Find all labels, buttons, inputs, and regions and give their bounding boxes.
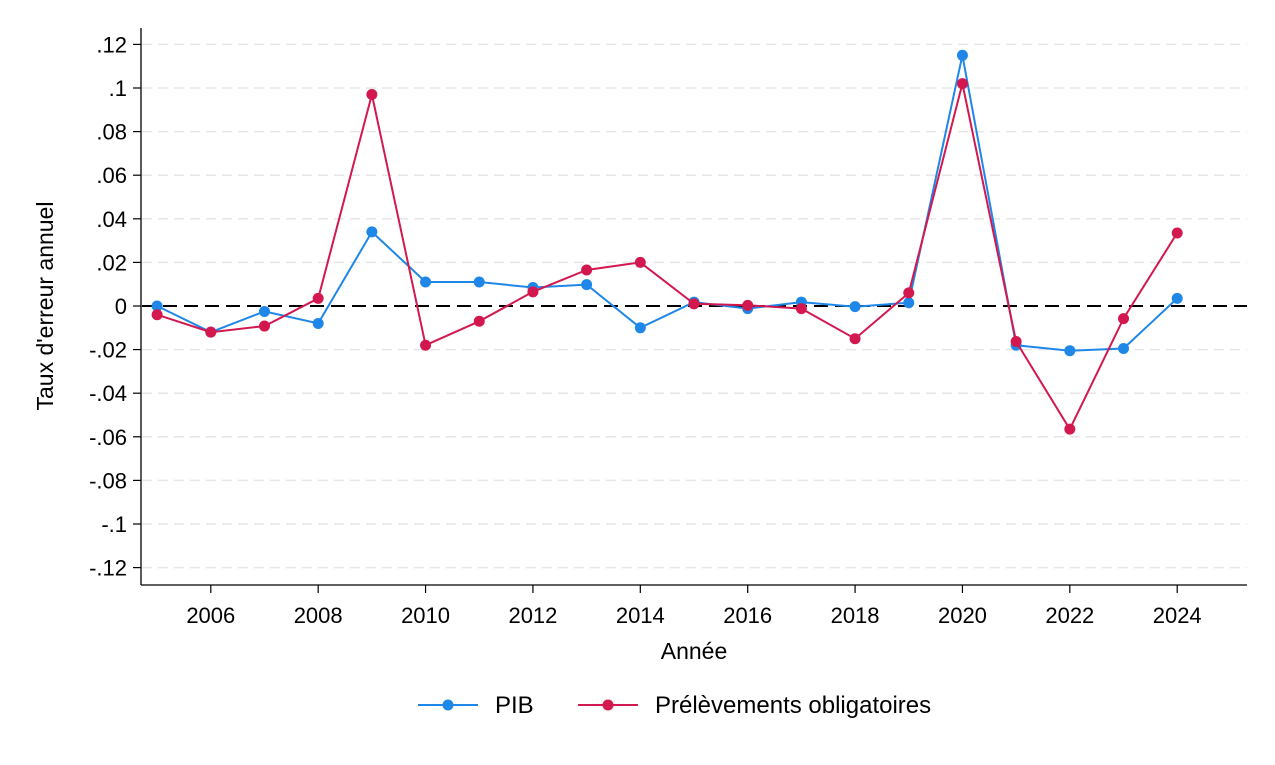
data-point: [956, 78, 968, 90]
data-point: [151, 300, 163, 312]
x-tick-label: 2010: [401, 603, 450, 628]
data-point: [1010, 336, 1022, 348]
data-point: [1171, 227, 1183, 239]
data-point: [1171, 292, 1183, 304]
y-tick-label: -.1: [101, 512, 127, 537]
series-line-1: [156, 83, 1179, 432]
x-tick-label: 2006: [186, 603, 235, 628]
data-point: [1064, 345, 1076, 357]
data-point: [688, 298, 700, 310]
y-tick-label: .12: [96, 32, 127, 57]
data-point: [473, 276, 485, 288]
data-point: [795, 303, 807, 315]
y-axis-ticks: .12 .1 .08 .06 .04 .02 0 -.02 -.04 -.06 -.08 -.1 -.1…: [89, 32, 141, 581]
x-tick-label: 2016: [723, 603, 772, 628]
x-axis-title: Année: [661, 638, 728, 664]
series: [151, 49, 1183, 435]
data-point: [312, 317, 324, 329]
y-tick-label: .02: [96, 250, 127, 275]
x-tick-label: 2024: [1153, 603, 1202, 628]
y-tick-label: -.02: [89, 338, 127, 363]
data-point: [634, 256, 646, 268]
data-point: [634, 322, 646, 334]
data-point: [473, 315, 485, 327]
x-tick-label: 2022: [1045, 603, 1094, 628]
legend-marker-pib: [442, 699, 454, 711]
x-tick-label: 2008: [294, 603, 343, 628]
data-point: [742, 299, 754, 311]
data-point: [1064, 423, 1076, 435]
legend-label-prelevements: Prélèvements obligatoires: [655, 692, 931, 719]
legend-marker-prelevements: [602, 699, 614, 711]
data-point: [581, 264, 593, 276]
data-point: [527, 286, 539, 298]
data-point: [366, 89, 378, 101]
y-tick-label: -.04: [89, 381, 127, 406]
legend-item-prelevements: Prélèvements obligatoires: [578, 692, 931, 719]
y-axis-title: Taux d'erreur annuel: [32, 202, 58, 411]
y-tick-label: .04: [96, 207, 127, 232]
data-point: [420, 339, 432, 351]
data-point: [420, 276, 432, 288]
data-point: [956, 49, 968, 61]
data-point: [849, 301, 861, 313]
x-tick-label: 2012: [508, 603, 557, 628]
data-point: [903, 297, 915, 309]
data-point: [258, 305, 270, 317]
y-tick-label: .1: [109, 76, 127, 101]
x-tick-label: 2014: [616, 603, 665, 628]
y-tick-label: -.08: [89, 468, 127, 493]
data-point: [849, 333, 861, 345]
data-point: [366, 226, 378, 238]
data-point: [312, 292, 324, 304]
x-axis-ticks: 2006 2008 2010 2012 2014 2016 2018 2020 2022 2024: [186, 585, 1202, 628]
legend-label-pib: PIB: [495, 692, 534, 719]
data-point: [258, 320, 270, 332]
x-tick-label: 2018: [831, 603, 880, 628]
legend-item-pib: PIB: [418, 692, 534, 719]
y-tick-label: .08: [96, 120, 127, 145]
y-tick-label: -.06: [89, 425, 127, 450]
data-point: [1118, 313, 1130, 325]
y-tick-label: 0: [115, 294, 127, 319]
y-tick-label: .06: [96, 163, 127, 188]
data-point: [1118, 343, 1130, 355]
data-point: [151, 309, 163, 321]
data-point: [581, 279, 593, 291]
grid-lines: [142, 43, 1247, 569]
y-tick-label: -.12: [89, 556, 127, 581]
data-point: [903, 287, 915, 299]
legend: PIB Prélèvements obligatoires: [418, 692, 931, 719]
x-tick-label: 2020: [938, 603, 987, 628]
data-point: [205, 326, 217, 338]
